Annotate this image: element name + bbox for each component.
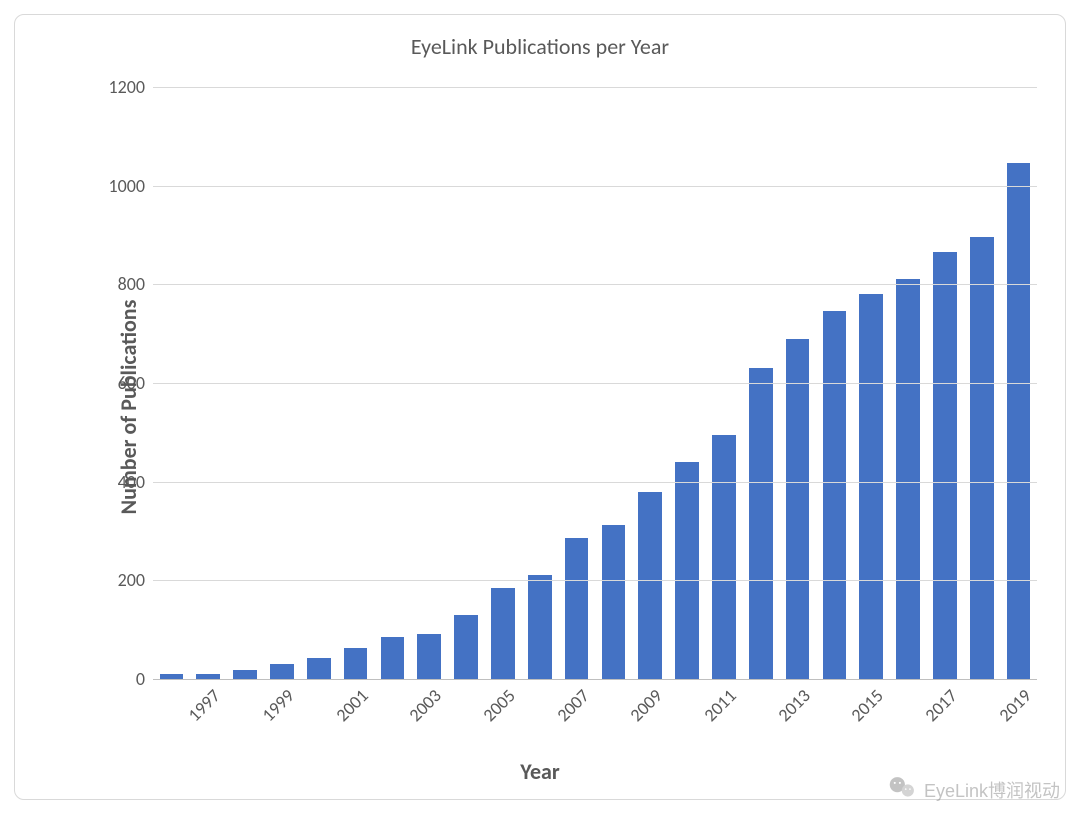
x-tick-label: 1999 bbox=[252, 679, 299, 726]
gridline bbox=[153, 284, 1037, 285]
bar bbox=[491, 588, 515, 679]
x-axis-baseline bbox=[153, 679, 1037, 680]
bar bbox=[454, 615, 478, 679]
bar bbox=[933, 252, 957, 679]
bar bbox=[675, 462, 699, 679]
bar bbox=[602, 525, 626, 679]
bar bbox=[233, 670, 257, 679]
bar bbox=[307, 658, 331, 679]
bar bbox=[344, 648, 368, 679]
x-tick-label: 2001 bbox=[325, 679, 372, 726]
chart-panel: EyeLink Publications per Year Number of … bbox=[14, 14, 1066, 800]
gridline bbox=[153, 383, 1037, 384]
x-tick-label: 2013 bbox=[767, 679, 814, 726]
bar bbox=[896, 279, 920, 679]
y-tick-label: 0 bbox=[83, 668, 153, 690]
y-tick-label: 600 bbox=[83, 372, 153, 394]
x-tick-label: 1997 bbox=[178, 679, 225, 726]
gridline bbox=[153, 482, 1037, 483]
x-tick-label: 2017 bbox=[915, 679, 962, 726]
y-tick-label: 800 bbox=[83, 273, 153, 295]
bar bbox=[823, 311, 847, 679]
gridline bbox=[153, 87, 1037, 88]
gridline bbox=[153, 580, 1037, 581]
x-tick-label: 2015 bbox=[841, 679, 888, 726]
x-tick-label: 2011 bbox=[694, 679, 741, 726]
y-tick-label: 400 bbox=[83, 471, 153, 493]
y-tick-label: 1000 bbox=[83, 175, 153, 197]
x-tick-label: 2005 bbox=[473, 679, 520, 726]
bar bbox=[970, 237, 994, 679]
bar bbox=[638, 492, 662, 679]
bar bbox=[1007, 163, 1031, 679]
y-tick-label: 200 bbox=[83, 569, 153, 591]
bar bbox=[565, 538, 589, 679]
x-tick-label: 2007 bbox=[546, 679, 593, 726]
plot-area: 0200400600800100012001997199920012003200… bbox=[153, 87, 1037, 679]
x-tick-label: 2003 bbox=[399, 679, 446, 726]
watermark-text: EyeLink博润视动 bbox=[924, 777, 1060, 803]
bar bbox=[859, 294, 883, 679]
bar bbox=[786, 339, 810, 679]
bar bbox=[749, 368, 773, 679]
wechat-icon bbox=[888, 773, 916, 806]
bar bbox=[270, 664, 294, 679]
gridline bbox=[153, 186, 1037, 187]
x-tick-label: 2019 bbox=[988, 679, 1035, 726]
y-tick-label: 1200 bbox=[83, 76, 153, 98]
watermark: EyeLink博润视动 bbox=[888, 773, 1060, 806]
chart-title: EyeLink Publications per Year bbox=[15, 33, 1065, 60]
bar bbox=[712, 435, 736, 679]
x-tick-label: 2009 bbox=[620, 679, 667, 726]
bar bbox=[528, 575, 552, 679]
bar bbox=[417, 634, 441, 679]
bar bbox=[381, 637, 405, 679]
